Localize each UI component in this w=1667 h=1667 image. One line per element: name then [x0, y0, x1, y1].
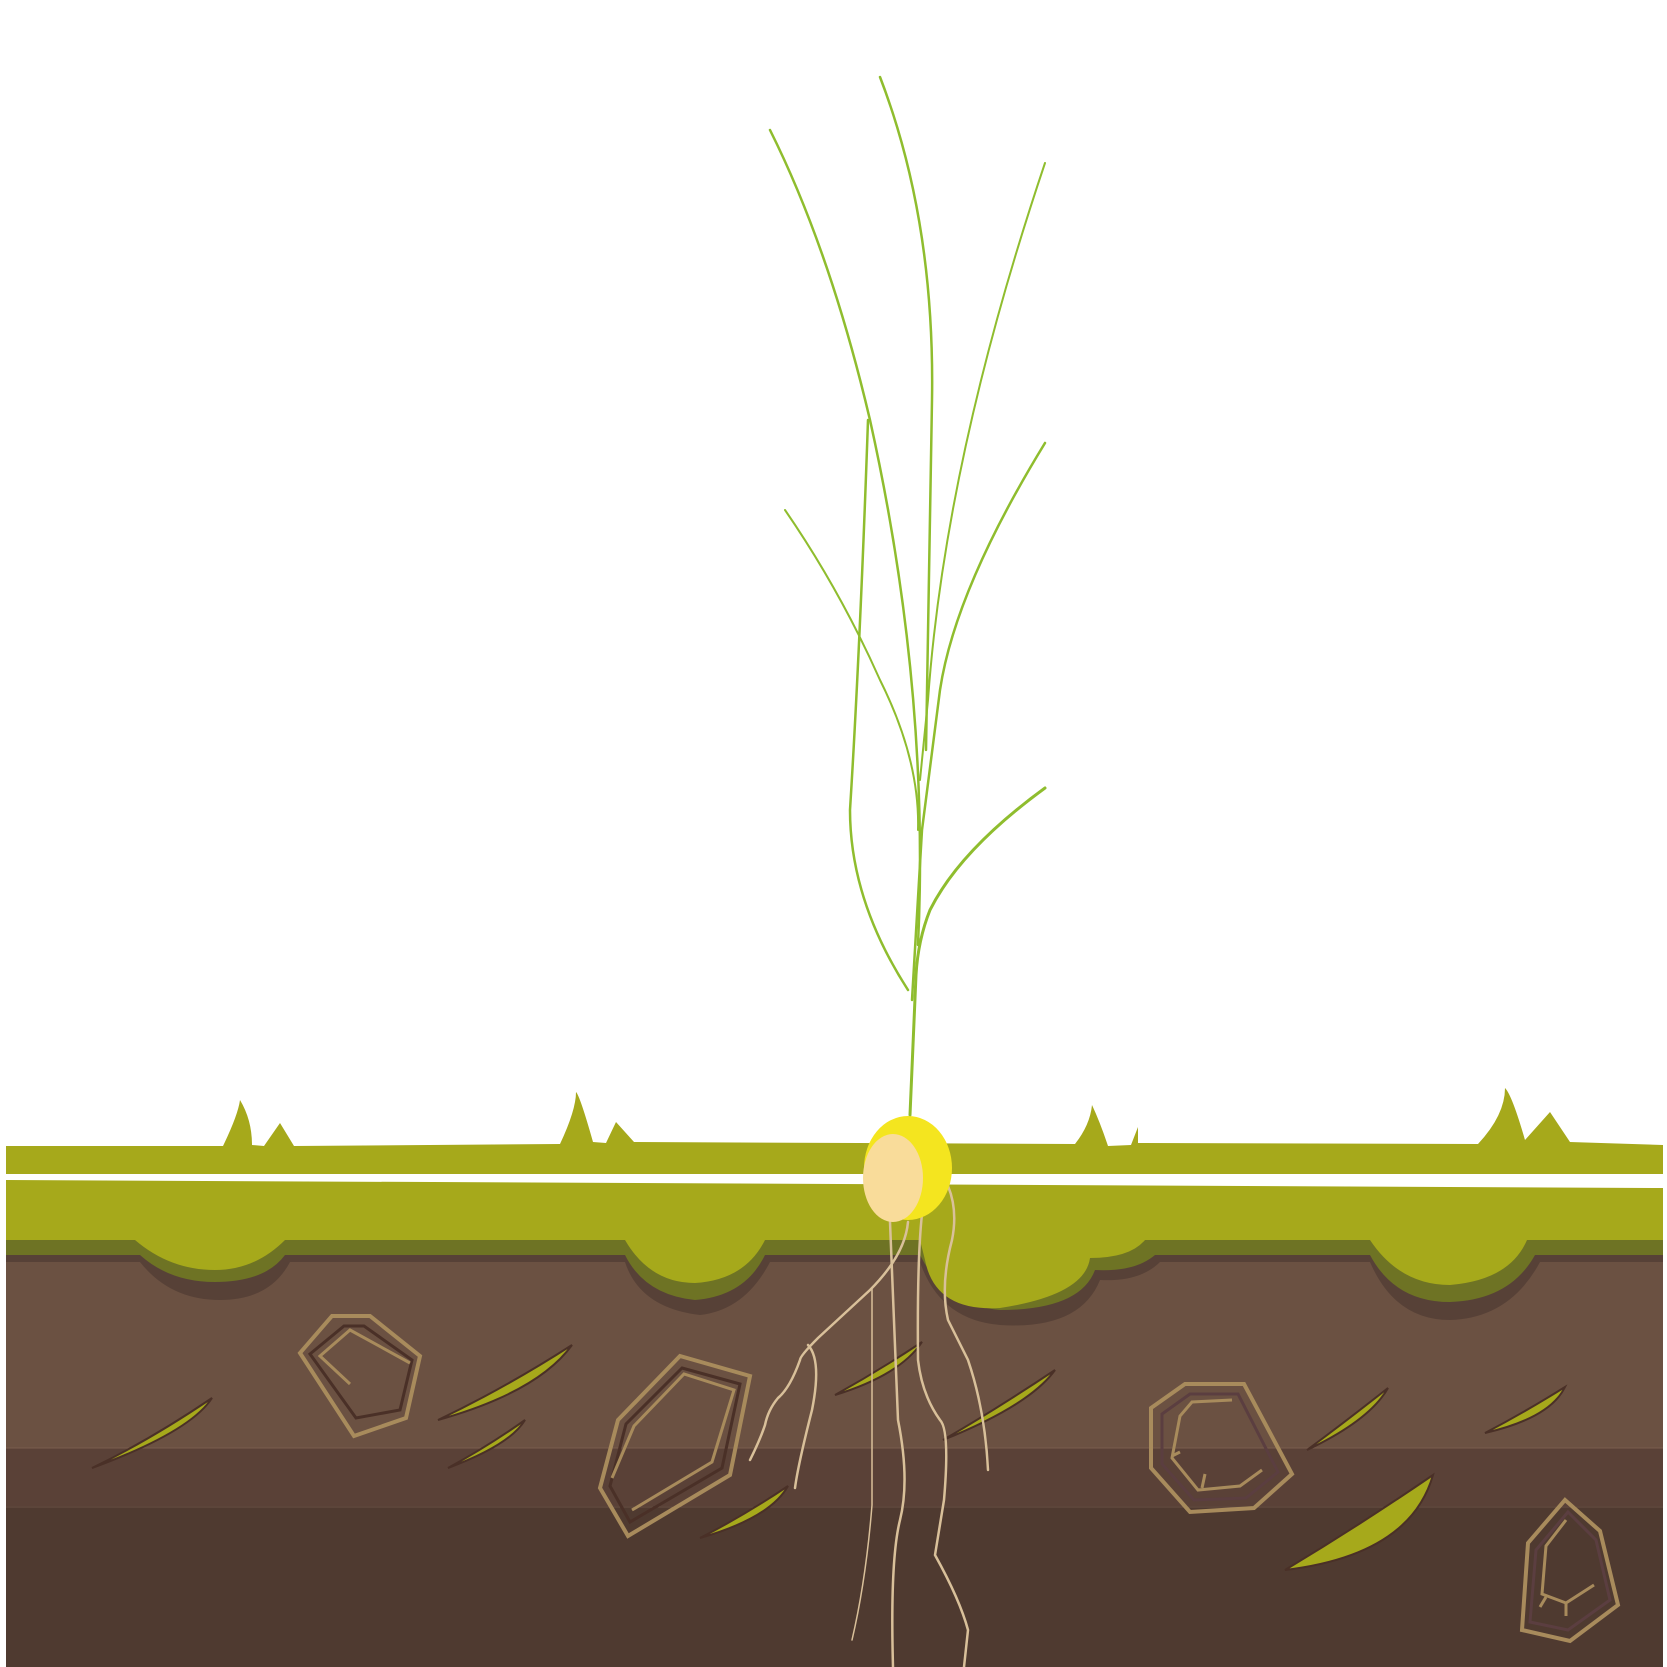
- seedling-roots: [748, 1184, 990, 1667]
- grass-surface-strip: [6, 1088, 1663, 1174]
- soil-leaf: [699, 1485, 789, 1539]
- stone: [1519, 1497, 1621, 1644]
- root: [851, 1287, 873, 1641]
- soil-leaf: [91, 1397, 213, 1469]
- leaf-mid-right: [910, 441, 1047, 1002]
- stone: [1149, 1382, 1295, 1515]
- leaf-left-loop: [848, 418, 910, 992]
- soil-leaf: [1306, 1387, 1389, 1451]
- grass-band: [6, 1180, 1663, 1309]
- seed-core: [863, 1134, 923, 1222]
- surface-gap: [6, 1174, 1663, 1180]
- stone: [297, 1314, 423, 1439]
- soil-leaf: [942, 1369, 1056, 1441]
- root: [888, 1220, 906, 1667]
- leaf-upper-right: [919, 162, 1046, 781]
- root: [916, 1212, 970, 1667]
- root: [748, 1220, 910, 1462]
- leaf-upper-left: [768, 128, 922, 947]
- stone: [597, 1353, 753, 1539]
- soil-leaf: [1484, 1384, 1568, 1434]
- leaf-left-arc: [784, 509, 920, 831]
- leaf-top: [878, 75, 934, 752]
- root: [793, 1343, 818, 1490]
- soil-leaf: [447, 1419, 526, 1469]
- root: [943, 1184, 990, 1472]
- seedling-leaves: [768, 75, 1047, 1117]
- soil-leaf: [437, 1344, 573, 1421]
- soil-leaf: [1284, 1472, 1435, 1571]
- soil-deep-layer: [6, 1506, 1663, 1667]
- soil-stones: [297, 1314, 1621, 1644]
- leaf-lower-right: [908, 786, 1047, 1117]
- soil-middle-layer: [6, 1448, 1663, 1508]
- soil-leaves: [91, 1341, 1568, 1571]
- seed: [863, 1116, 952, 1222]
- soil-leaf: [834, 1341, 923, 1396]
